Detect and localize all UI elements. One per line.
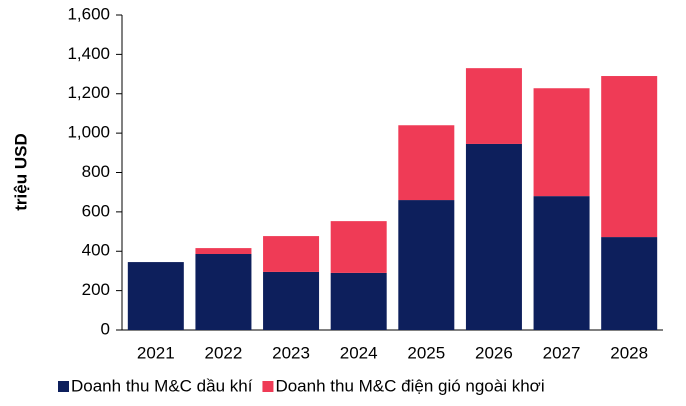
x-tick-label: 2025 [407,343,445,362]
y-tick-label: 1,400 [67,44,110,63]
x-tick-label: 2026 [475,343,513,362]
bar-segment [398,125,455,201]
x-tick-label: 2028 [610,343,648,362]
bar-segment [465,68,522,144]
bar-segment [601,237,658,330]
y-tick-label: 200 [82,280,110,299]
y-tick-label: 0 [101,319,110,338]
bar-segment [533,88,590,197]
y-tick-label: 1,600 [67,4,110,23]
y-tick-label: 1,200 [67,83,110,102]
y-tick-label: 800 [82,162,110,181]
bar-segment [330,272,387,330]
legend-swatch [262,381,274,392]
y-tick-label: 600 [82,201,110,220]
bar-segment [127,262,184,330]
y-tick-label: 1,000 [67,123,110,142]
bar-segment [465,143,522,330]
x-tick-label: 2022 [205,343,243,362]
x-tick-label: 2024 [340,343,378,362]
bar-segment [195,254,252,330]
bar-segment [533,196,590,330]
legend-label: Doanh thu M&C điện gió ngoài khơi [275,376,544,395]
y-axis-label: triệu USD [11,133,30,210]
x-tick-label: 2027 [543,343,581,362]
bar-segment [263,236,320,272]
y-tick-label: 400 [82,241,110,260]
x-tick-label: 2021 [137,343,175,362]
x-tick-label: 2023 [272,343,310,362]
bar-segment [263,271,320,330]
bar-segment [601,76,658,238]
bar-segment [330,221,387,273]
legend-label: Doanh thu M&C dầu khí [71,376,253,395]
bar-segment [195,248,252,255]
bar-segment [398,200,455,330]
legend-swatch [58,381,69,392]
